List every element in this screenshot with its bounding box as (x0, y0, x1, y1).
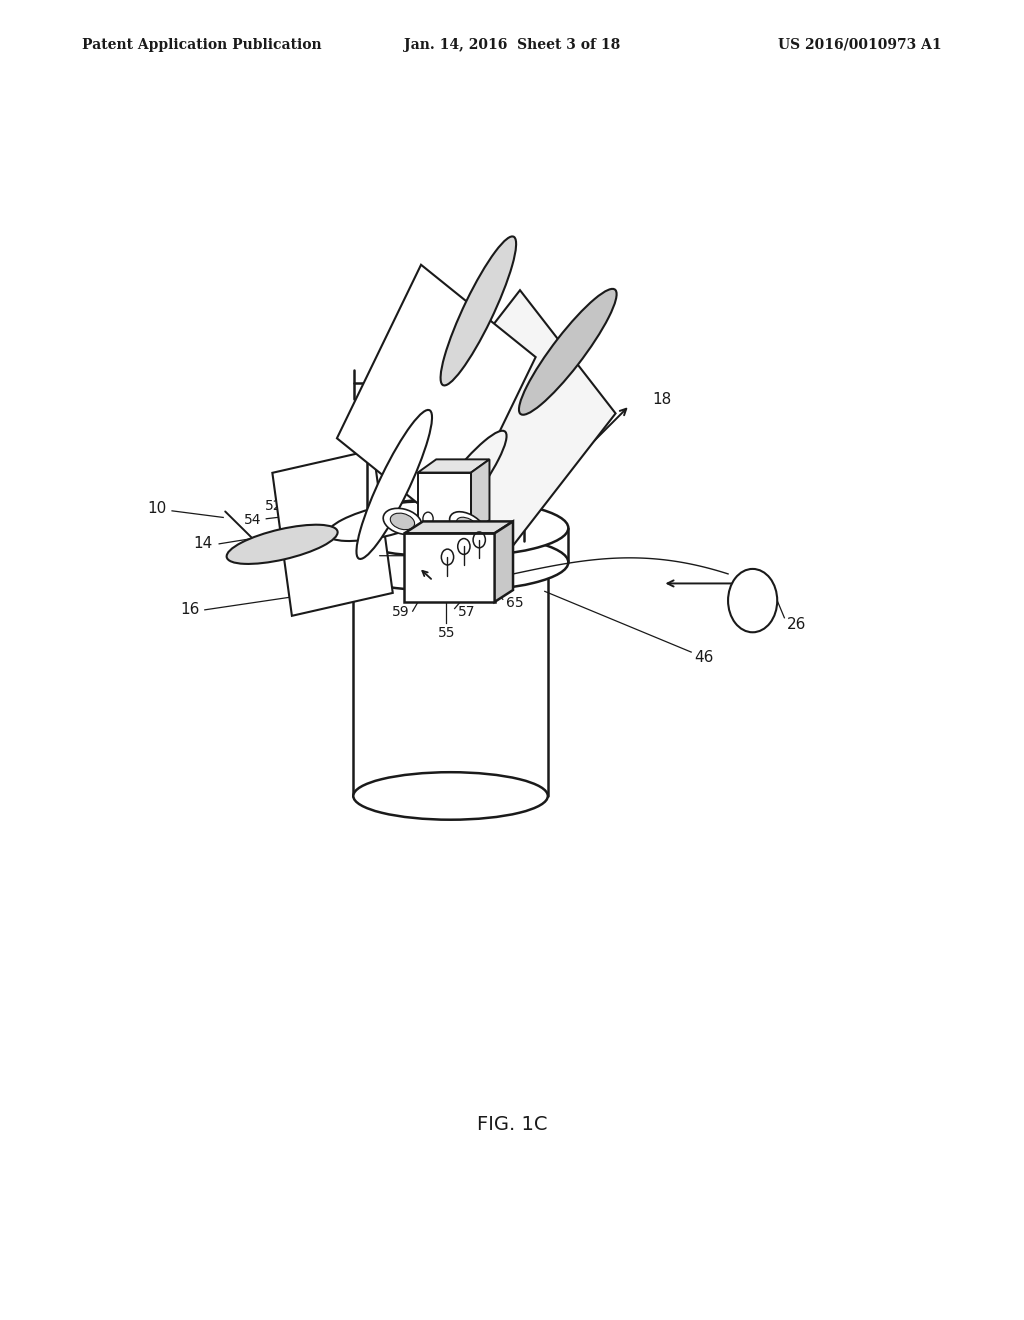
Text: 54: 54 (495, 513, 512, 527)
Ellipse shape (333, 533, 568, 591)
Ellipse shape (440, 236, 516, 385)
Text: 54: 54 (244, 513, 261, 527)
Text: Jan. 14, 2016  Sheet 3 of 18: Jan. 14, 2016 Sheet 3 of 18 (403, 38, 621, 51)
Ellipse shape (519, 289, 616, 414)
Text: 18: 18 (652, 392, 672, 408)
Text: 10: 10 (147, 500, 167, 516)
Polygon shape (471, 459, 489, 533)
Text: 52: 52 (509, 506, 526, 519)
Text: 20: 20 (456, 358, 475, 374)
Text: 26: 26 (786, 616, 806, 632)
Ellipse shape (457, 517, 479, 536)
Ellipse shape (333, 499, 568, 557)
Ellipse shape (353, 541, 548, 589)
Text: 150: 150 (344, 549, 371, 562)
Ellipse shape (390, 513, 415, 529)
Circle shape (423, 512, 433, 525)
Text: 59: 59 (392, 606, 410, 619)
Polygon shape (404, 521, 513, 533)
Polygon shape (337, 265, 536, 531)
Circle shape (728, 569, 777, 632)
Polygon shape (404, 533, 495, 602)
Text: 65: 65 (506, 597, 523, 610)
Text: 149: 149 (308, 569, 335, 582)
Text: 52: 52 (265, 499, 283, 512)
Text: 46: 46 (694, 649, 714, 665)
Polygon shape (418, 459, 489, 473)
Ellipse shape (226, 525, 338, 564)
Ellipse shape (353, 772, 548, 820)
Text: 55: 55 (437, 626, 456, 640)
Text: FIG. 1C: FIG. 1C (477, 1115, 547, 1134)
Circle shape (421, 544, 439, 568)
Polygon shape (272, 450, 393, 616)
Text: 22: 22 (437, 457, 457, 473)
Text: 57: 57 (458, 606, 475, 619)
Polygon shape (495, 521, 513, 602)
Text: 15: 15 (509, 529, 528, 545)
Text: 14: 14 (194, 536, 213, 552)
Text: 12: 12 (753, 576, 772, 591)
Polygon shape (410, 290, 615, 556)
Text: 16: 16 (180, 602, 200, 618)
Ellipse shape (409, 430, 507, 557)
Ellipse shape (356, 411, 432, 558)
Polygon shape (418, 473, 471, 533)
Text: Patent Application Publication: Patent Application Publication (82, 38, 322, 51)
Text: US 2016/0010973 A1: US 2016/0010973 A1 (778, 38, 942, 51)
Ellipse shape (450, 512, 486, 541)
Ellipse shape (383, 508, 422, 535)
Ellipse shape (328, 502, 438, 541)
